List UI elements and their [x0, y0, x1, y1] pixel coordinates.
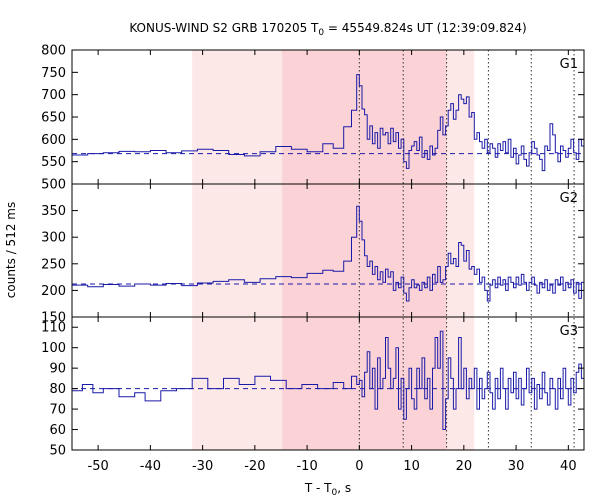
x-tick-label: -30: [192, 459, 213, 474]
y-tick-label: 200: [41, 284, 66, 299]
y-tick-label: 500: [41, 178, 66, 193]
light-curve-g3: [72, 330, 584, 430]
y-tick-label: 90: [49, 362, 66, 377]
y-tick-label: 60: [49, 423, 66, 438]
x-axis-label-rest: , s: [337, 481, 351, 495]
x-tick-label: 30: [508, 459, 525, 474]
y-axis-label: counts / 512 ms: [4, 202, 18, 298]
x-tick-label: -50: [88, 459, 109, 474]
y-tick-label: 50: [49, 444, 66, 459]
y-tick-label: 550: [41, 155, 66, 170]
panel-label: G1: [560, 57, 578, 72]
x-tick-label: -40: [140, 459, 161, 474]
y-tick-label: 80: [49, 382, 66, 397]
y-tick-label: 800: [41, 44, 66, 59]
y-tick-label: 750: [41, 66, 66, 81]
y-tick-label: 300: [41, 231, 66, 246]
chart-title-rest: = 45549.824s UT (12:39:09.824): [324, 21, 527, 35]
x-tick-label: 0: [355, 459, 363, 474]
x-axis: -50 -40 -30 -20 -10 0 10 20 30 40: [88, 459, 577, 474]
panel-label: G3: [560, 324, 578, 339]
x-tick-label: 10: [403, 459, 420, 474]
panels: 500550600650700750800G1150200250300350G2…: [41, 44, 585, 474]
chart-title-main: KONUS-WIND S2 GRB 170205 T: [129, 21, 319, 35]
y-tick-label: 70: [49, 403, 66, 418]
x-tick-label: -10: [296, 459, 317, 474]
panel-label: G2: [560, 191, 578, 206]
shaded-regions: [192, 50, 475, 450]
x-tick-label: -20: [244, 459, 265, 474]
chart-title-sub: 0: [318, 28, 324, 38]
panel-frame: [71, 316, 585, 451]
y-tick-label: 250: [41, 257, 66, 272]
light-curve-g2: [72, 205, 584, 302]
light-curve-g1: [72, 74, 584, 172]
x-axis-label-main: T - T: [304, 481, 332, 495]
y-tick-label: 110: [41, 321, 66, 336]
x-tick-label: 40: [560, 459, 577, 474]
x-axis-label-sub: 0: [332, 488, 338, 498]
y-tick-label: 100: [41, 341, 66, 356]
x-axis-label: T - T0, s: [304, 481, 351, 498]
y-tick-label: 600: [41, 133, 66, 148]
y-tick-label: 650: [41, 111, 66, 126]
y-tick-label: 350: [41, 204, 66, 219]
panel-g3: 50 60 70 80 90 100 110 G3: [41, 316, 585, 459]
x-tick-label: 20: [456, 459, 473, 474]
chart-title: KONUS-WIND S2 GRB 170205 T0 = 45549.824s…: [129, 21, 526, 38]
y-tick-label: 700: [41, 88, 66, 103]
y-tick-label: 150: [41, 311, 66, 326]
